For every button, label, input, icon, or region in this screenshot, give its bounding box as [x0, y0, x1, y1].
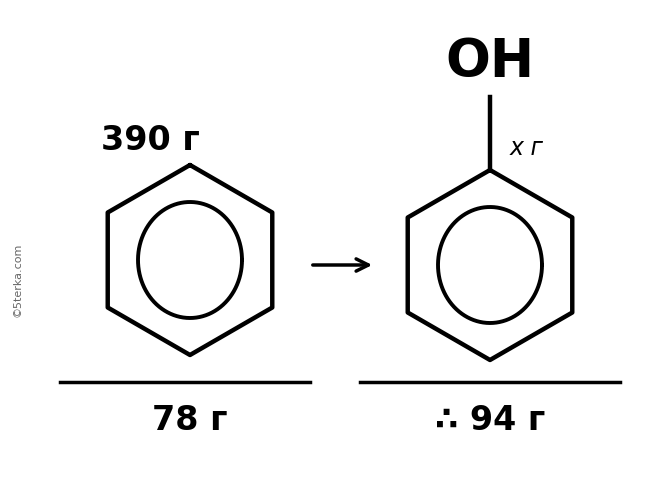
Text: 78 г: 78 г — [152, 404, 227, 436]
Text: ©5terka.com: ©5terka.com — [13, 243, 23, 317]
Text: OH: OH — [445, 36, 535, 88]
Text: ∴ 94 г: ∴ 94 г — [435, 404, 545, 436]
Text: 390 г: 390 г — [100, 124, 200, 157]
Text: x г: x г — [510, 136, 544, 160]
